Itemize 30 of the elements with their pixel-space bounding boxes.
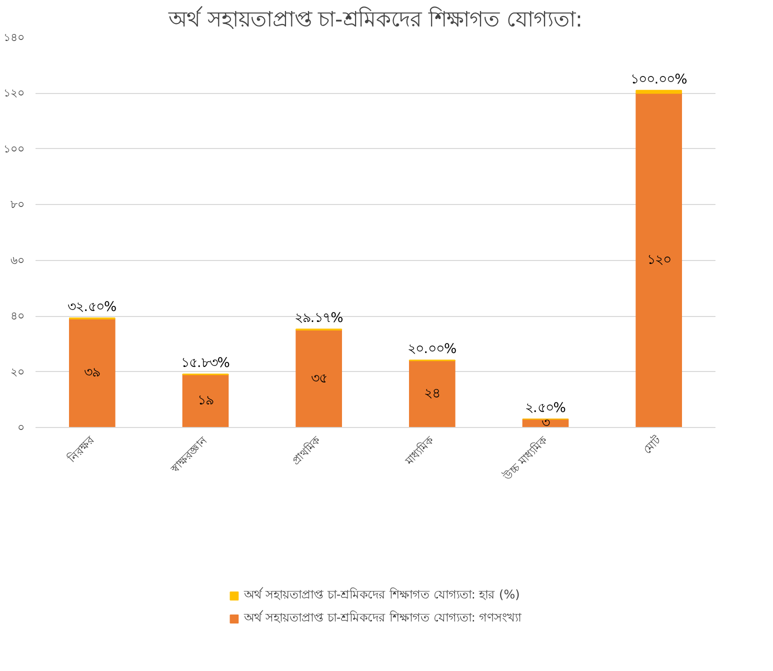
y-tick-label: ১৪০ (4, 31, 24, 44)
data-label: ২০.০০% (408, 342, 457, 358)
data-label: ২৯.১৭% (294, 311, 344, 326)
bar (182, 374, 229, 428)
y-tick-label: ২০ (10, 365, 24, 378)
bar (636, 90, 682, 94)
y-tick-label: ৪০ (10, 310, 24, 323)
bar (296, 330, 342, 428)
bar (69, 318, 116, 428)
y-tick-label: ০ (18, 421, 24, 434)
data-label: ১৯ (198, 394, 214, 409)
y-tick-label: ১০০ (4, 142, 24, 156)
data-label: ৩৯ (84, 366, 100, 381)
y-tick-label: ৮০ (10, 198, 24, 212)
data-label: ৩ (542, 416, 550, 431)
y-tick-label: ৬০ (10, 254, 24, 267)
data-label: ১২০ (646, 252, 671, 268)
data-label: ২.৫০% (525, 401, 566, 416)
bar (636, 92, 682, 428)
y-tick-label: ১২০ (4, 86, 24, 100)
chart-title: অর্থ সহায়তাপ্রাপ্ত চা-শ্রমিকদের শিক্ষাগত যোগ্যতা: (168, 6, 583, 32)
bar (409, 360, 456, 428)
data-label: ৩৫ (310, 371, 327, 386)
data-label: ৩২.৫০% (68, 300, 117, 315)
x-tick-label: মোট (640, 433, 664, 457)
legend-label: অর্থ সহায়তাপ্রাপ্ত চা-শ্রমিকদের শিক্ষাগত যোগ্যতা: গণসংখ্যা (244, 609, 522, 626)
legend-label: অর্থ সহায়তাপ্রাপ্ত চা-শ্রমিকদের শিক্ষাগত যোগ্যতা: হার (%) (244, 586, 520, 604)
data-label: ১৫.৮৩% (181, 356, 230, 372)
data-label: ১০০.০০% (630, 72, 688, 88)
data-label: ২৪ (424, 386, 440, 402)
